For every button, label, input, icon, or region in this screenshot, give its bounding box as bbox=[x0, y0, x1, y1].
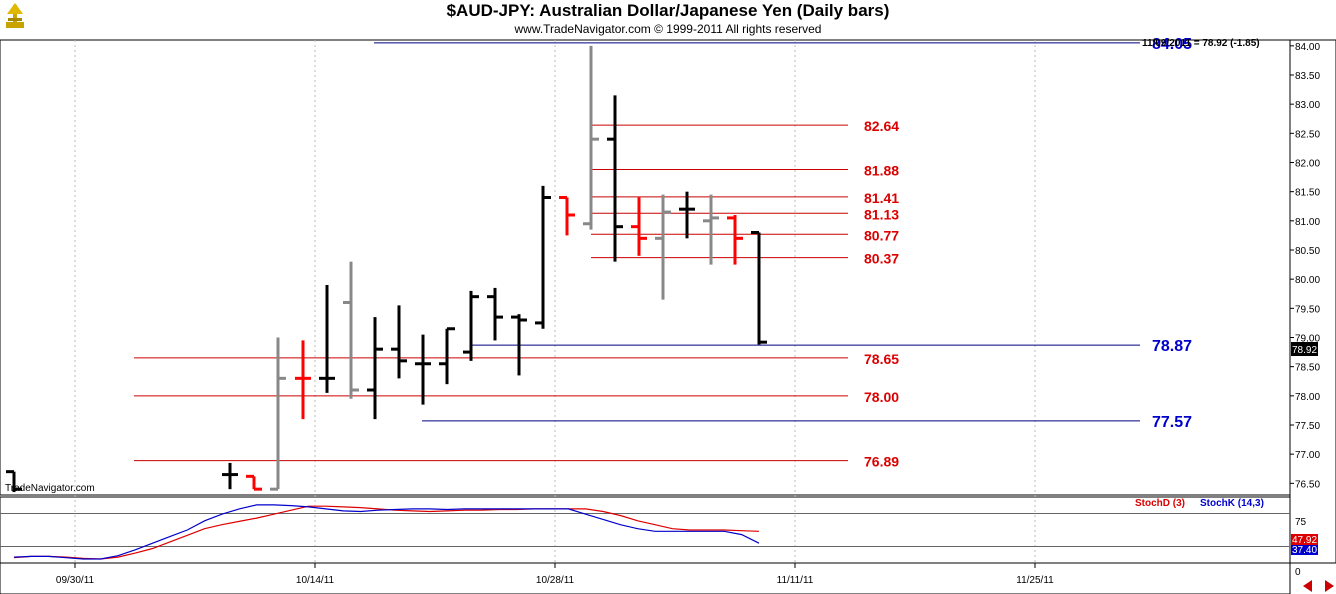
level-label: 78.87 bbox=[1152, 338, 1192, 355]
stoch-d-legend: StochD (3) bbox=[1135, 498, 1185, 509]
stoch-d-marker bbox=[1291, 534, 1318, 545]
price-tick-label: 82.00 bbox=[1295, 159, 1320, 170]
ohlc-bar bbox=[703, 194, 719, 265]
price-tick-label: 83.00 bbox=[1295, 100, 1320, 111]
level-label: 80.37 bbox=[864, 251, 899, 267]
price-tick-label: 79.00 bbox=[1295, 334, 1320, 345]
ohlc-bar bbox=[727, 215, 743, 265]
price-tick-label: 76.50 bbox=[1295, 479, 1320, 490]
gridlines bbox=[0, 40, 1290, 563]
ohlc-bar bbox=[222, 462, 238, 490]
watermark: TradeNavigator.com bbox=[5, 483, 95, 494]
level-label: 76.89 bbox=[864, 454, 899, 470]
ohlc-bar bbox=[511, 314, 527, 376]
ohlc-bar bbox=[270, 337, 286, 491]
ohlc-bar bbox=[487, 287, 503, 341]
price-tick-label: 83.50 bbox=[1295, 71, 1320, 82]
price-tick-label: 80.50 bbox=[1295, 246, 1320, 257]
stoch-k-marker bbox=[1291, 545, 1318, 555]
last-price-label: 78.92 bbox=[1292, 345, 1317, 356]
price-tick-label: 77.50 bbox=[1295, 421, 1320, 432]
ohlc-bar bbox=[751, 231, 767, 345]
ohlc-bar bbox=[631, 197, 647, 256]
time-axis-frame bbox=[0, 562, 1291, 594]
level-label: 81.41 bbox=[864, 190, 899, 206]
ohlc-bar bbox=[655, 194, 671, 300]
price-tick-label: 80.00 bbox=[1295, 275, 1320, 286]
price-tick-label: 79.50 bbox=[1295, 304, 1320, 315]
ohlc-bar bbox=[391, 305, 407, 379]
price-axis-ticks: 84.00 83.50 83.00 82.50 82.00 81.50 81.00 80.50… bbox=[1290, 42, 1320, 490]
level-label: 81.88 bbox=[864, 163, 899, 179]
price-panel-frame bbox=[0, 39, 1291, 496]
level-label: 81.13 bbox=[864, 206, 899, 222]
level-label: 82.64 bbox=[864, 118, 899, 134]
ohlc-bar bbox=[246, 474, 262, 491]
time-tick-label: 11/11/11 bbox=[777, 575, 814, 586]
time-tick-label: 10/14/11 bbox=[296, 575, 335, 586]
ohlc-bar bbox=[343, 261, 359, 399]
stoch-tick-75: 75 bbox=[1295, 517, 1307, 528]
level-label: 84.05 bbox=[1152, 36, 1192, 53]
chart-title: $AUD-JPY: Australian Dollar/Japanese Yen… bbox=[446, 1, 890, 20]
last-price-marker bbox=[1291, 342, 1318, 356]
level-label: 78.00 bbox=[864, 389, 899, 405]
ohlc-bar bbox=[6, 470, 22, 493]
time-tick-label: 11/25/11 bbox=[1016, 575, 1054, 586]
time-axis-labels: 09/30/11 10/14/11 10/28/11 11/11/11 11/25/11 bbox=[56, 563, 1054, 586]
stoch-d-value: 47.92 bbox=[1292, 535, 1317, 546]
time-tick-label: 09/30/11 bbox=[56, 575, 95, 586]
price-tick-label: 78.50 bbox=[1295, 363, 1320, 374]
ohlc-bar bbox=[535, 185, 551, 329]
time-tick-label: 10/28/11 bbox=[536, 575, 575, 586]
stoch-k-legend: StochK (14,3) bbox=[1200, 498, 1264, 509]
price-axis-frame bbox=[1289, 39, 1336, 564]
stoch-tick-0: 0 bbox=[1295, 567, 1301, 578]
trade-navigator-logo bbox=[6, 3, 24, 28]
scroll-right-arrow-icon[interactable] bbox=[1325, 580, 1334, 592]
stochastic-lines bbox=[13, 504, 760, 560]
price-tick-label: 78.00 bbox=[1295, 392, 1320, 403]
scroll-left-arrow-icon[interactable] bbox=[1303, 580, 1312, 592]
ohlc-bar bbox=[463, 290, 479, 361]
ohlc-bar bbox=[607, 95, 623, 262]
price-bars bbox=[6, 45, 767, 493]
price-tick-label: 84.00 bbox=[1295, 42, 1320, 53]
price-tick-label: 82.50 bbox=[1295, 129, 1320, 140]
level-label: 80.77 bbox=[864, 227, 899, 243]
price-tick-label: 81.50 bbox=[1295, 188, 1320, 199]
stoch-k-value: 37.40 bbox=[1292, 545, 1317, 556]
ohlc-bar bbox=[415, 334, 431, 405]
level-label: 77.57 bbox=[1152, 414, 1192, 431]
chart-subtitle: www.TradeNavigator.com © 1999-2011 All r… bbox=[514, 22, 822, 36]
ohlc-bar bbox=[367, 317, 383, 420]
price-tick-label: 77.00 bbox=[1295, 450, 1320, 461]
ohlc-bar bbox=[439, 327, 455, 385]
last-bar-info: 11/09/2011 = 78.92 (-1.85) bbox=[1142, 38, 1260, 49]
ohlc-bar bbox=[295, 340, 311, 420]
ohlc-bar bbox=[559, 196, 575, 236]
ohlc-bar bbox=[679, 191, 695, 239]
stoch-k-line bbox=[13, 504, 760, 560]
ohlc-bar bbox=[319, 285, 335, 393]
price-tick-label: 81.00 bbox=[1295, 217, 1320, 228]
ohlc-bar bbox=[583, 45, 599, 230]
level-label: 78.65 bbox=[864, 351, 899, 367]
